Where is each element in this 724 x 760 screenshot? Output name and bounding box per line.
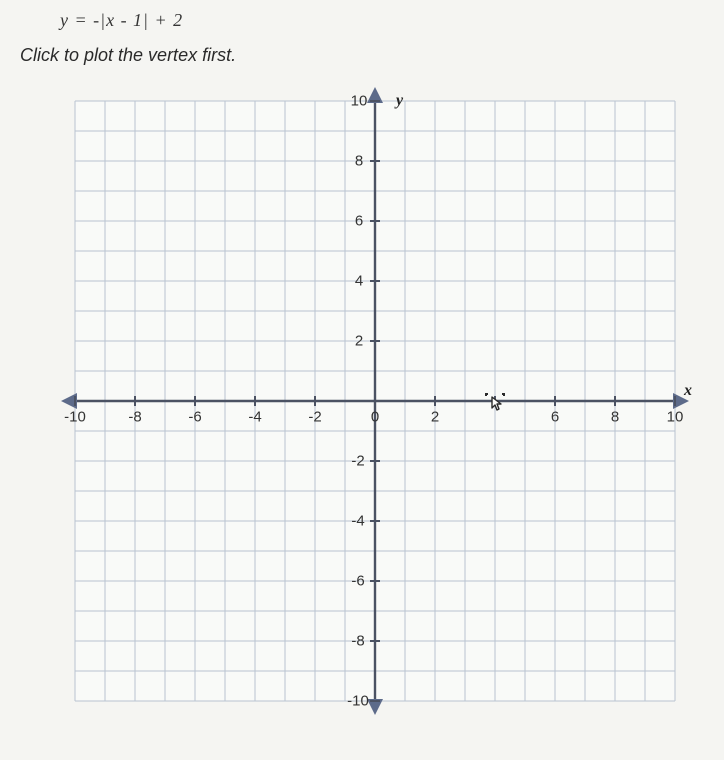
tick-label: 6 [551,409,559,426]
tick-label: 4 [355,273,363,290]
tick-label: 10 [351,93,368,110]
equation-text: y = -|x - 1| + 2 [60,10,704,31]
tick-label: -6 [351,573,364,590]
tick-label: 2 [431,409,439,426]
tick-label: 2 [355,333,363,350]
tick-label: 8 [611,409,619,426]
tick-label: -10 [347,693,369,710]
x-axis-label: x [684,382,692,400]
tick-label: -6 [188,409,201,426]
tick-label: 8 [355,153,363,170]
tick-label: -8 [351,633,364,650]
tick-label: 0 [371,409,379,426]
instruction-text: Click to plot the vertex first. [20,45,704,66]
tick-label: -2 [308,409,321,426]
tick-label: 6 [355,213,363,230]
y-axis-label: y [396,92,403,110]
grid-svg [50,86,700,716]
tick-label: -2 [351,453,364,470]
tick-label: -8 [128,409,141,426]
tick-label: 10 [667,409,684,426]
tick-label: -4 [351,513,364,530]
tick-label: -10 [64,409,86,426]
coordinate-plane[interactable]: y x -10 -8 -6 -4 -2 0 2 6 8 10 10 8 6 4 2 -2 -4 -6 -8 -10 [50,86,700,716]
tick-label: -4 [248,409,261,426]
